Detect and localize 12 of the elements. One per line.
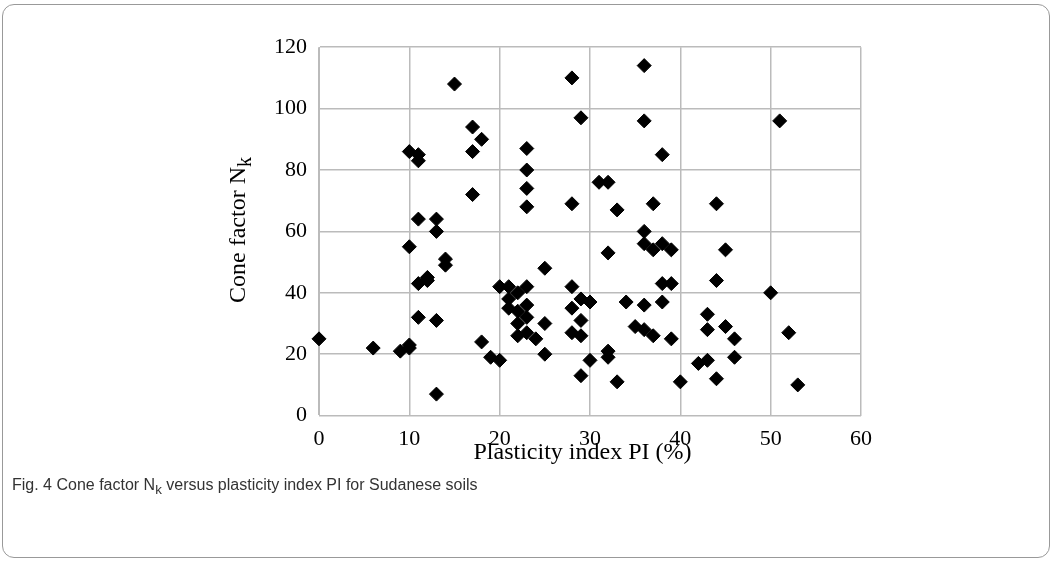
y-tick-label: 0 [296, 401, 307, 427]
x-tick-label: 50 [759, 424, 782, 450]
x-tick-label: 60 [850, 424, 872, 450]
y-tick-label: 80 [285, 155, 307, 181]
caption: Fig. 4 Cone factor N$_{k}$ versus plasticity index PI for Sudanese soils [12, 476, 478, 498]
y-tick-label: 60 [285, 217, 307, 243]
y-tick-label: 120 [274, 32, 307, 58]
x-tick-label: 0 [313, 424, 325, 450]
y-tick-label: 40 [285, 278, 307, 304]
x-tick-label: 10 [398, 424, 421, 450]
y-tick-label: 20 [285, 339, 307, 365]
y-tick-label: 100 [274, 94, 307, 120]
